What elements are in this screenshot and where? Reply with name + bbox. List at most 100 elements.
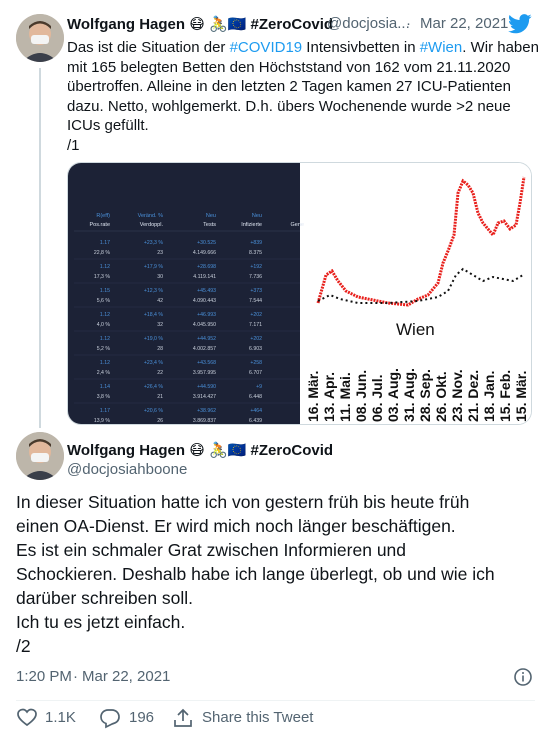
- chart-label: Wien: [396, 320, 435, 339]
- like-icon[interactable]: [16, 707, 38, 729]
- table-cell: 4.090.443: [193, 298, 216, 304]
- chart-red-trace: [316, 176, 526, 307]
- table-cell: +20,6 %: [144, 408, 164, 414]
- author-name[interactable]: Wolfgang Hagen 😷 🚴🇪🇺 #ZeroCovid: [67, 442, 334, 459]
- table-cell: 22,8 %: [94, 250, 111, 256]
- table-header: Infizierte: [241, 222, 262, 228]
- tweet-text: Das ist die Situation der #COVID19 Inten…: [67, 38, 539, 155]
- table-cell: +45.493: [197, 288, 216, 294]
- chart-date-label: 21. Dez.: [465, 370, 481, 422]
- text-line: /1: [67, 136, 80, 154]
- hashtag[interactable]: #COVID19: [229, 39, 303, 56]
- table-cell: 1.14: [100, 384, 110, 390]
- table-cell: +19,0 %: [144, 336, 164, 342]
- reply-count[interactable]: 196: [129, 709, 155, 726]
- share-label[interactable]: Share this Tweet: [202, 709, 314, 726]
- table-cell: 6.903: [249, 346, 262, 352]
- tweet-date[interactable]: Mar 22, 2021: [82, 668, 171, 685]
- chart-date-label: 18. Jan.: [481, 371, 497, 422]
- chart-date-label: 31. Aug.: [401, 368, 417, 422]
- table-header: Neu: [206, 213, 216, 219]
- author-handle[interactable]: @docjosiahboone: [67, 461, 188, 478]
- table-cell: 4.002.857: [193, 346, 216, 352]
- chart-date-label: 23. Nov.: [449, 369, 465, 422]
- table-header: Tests: [203, 222, 216, 228]
- table-cell: 1.17: [100, 240, 110, 246]
- chart-date-label: 06. Jul.: [369, 375, 385, 422]
- table-cell: 42: [157, 298, 163, 304]
- table-header: Gene: [291, 222, 304, 228]
- chart-date-label: 15. Feb.: [497, 370, 513, 422]
- tweet-date[interactable]: Mar 22, 2021: [420, 15, 509, 32]
- chart-date-label: 03. Aug.: [385, 368, 401, 422]
- table-cell: 7.171: [249, 322, 262, 328]
- chart-date-label: 11. Mai.: [337, 372, 353, 422]
- text-line: Ich tu es jetzt einfach.: [16, 612, 186, 632]
- chart-panel: [300, 163, 531, 424]
- table-cell: 13,9 %: [94, 418, 111, 424]
- table-cell: +258: [250, 360, 262, 366]
- table-header: R(eff): [96, 213, 110, 219]
- table-cell: +9: [256, 384, 262, 390]
- tweet-image[interactable]: R(eff) Pos.rate Veränd. % Verdoppl. Neu Tests…: [67, 162, 532, 425]
- table-cell: 3.869.837: [193, 418, 216, 424]
- avatar-image: [16, 432, 64, 480]
- avatar[interactable]: [16, 432, 64, 480]
- text-line: /2: [16, 636, 31, 656]
- table-cell: +839: [250, 240, 262, 246]
- table-cell: 17,3 %: [94, 274, 111, 280]
- info-icon[interactable]: [513, 667, 533, 687]
- divider: [16, 700, 535, 701]
- text-line: ICUs gefüllt.: [67, 117, 149, 134]
- table-cell: 5,2 %: [97, 346, 111, 352]
- text-line: mit 165 belegten Betten den Höchststand …: [67, 58, 511, 76]
- like-count[interactable]: 1.1K: [45, 709, 76, 726]
- table-cell: +18,4 %: [144, 312, 164, 318]
- twitter-logo[interactable]: [508, 13, 532, 35]
- table-header: Veränd. %: [138, 213, 163, 219]
- table-header: Verdoppl.: [140, 222, 164, 228]
- tweet-text: In dieser Situation hatte ich von gester…: [16, 490, 495, 658]
- chart-date-label: 28. Sep.: [417, 369, 433, 422]
- table-cell: 1.17: [100, 408, 110, 414]
- text-segment: . Wir haben: [462, 39, 539, 56]
- table-cell: 26: [157, 418, 163, 424]
- text-segment: Das ist die Situation der: [67, 39, 230, 56]
- table-cell: +43.568: [197, 360, 216, 366]
- table-cell: 1.12: [100, 360, 110, 366]
- table-cell: 3.914.427: [193, 394, 216, 400]
- table-cell: +23,4 %: [144, 360, 164, 366]
- table-cell: +38.962: [197, 408, 216, 414]
- avatar[interactable]: [16, 14, 64, 62]
- table-cell: 5,6 %: [97, 298, 111, 304]
- table-cell: +23,3 %: [144, 240, 164, 246]
- table-cell: +30.525: [197, 240, 216, 246]
- table-cell: 7.544: [249, 298, 262, 304]
- table-cell: 1.12: [100, 264, 110, 270]
- table-cell: 21: [157, 394, 163, 400]
- table-cell: +44.590: [197, 384, 216, 390]
- tweet-time[interactable]: 1:20 PM: [16, 668, 72, 685]
- table-cell: +26,4 %: [144, 384, 164, 390]
- reply-icon[interactable]: [99, 707, 121, 729]
- table-cell: +46.993: [197, 312, 216, 318]
- table-cell: +202: [250, 312, 262, 318]
- table-cell: +12,3 %: [144, 288, 164, 294]
- chart-date-label: 13. Apr.: [321, 372, 337, 422]
- table-cell: 6.448: [249, 394, 262, 400]
- table-cell: +192: [250, 264, 262, 270]
- share-icon[interactable]: [172, 707, 194, 729]
- chart-date-label: 26. Okt.: [433, 371, 449, 422]
- text-line: In dieser Situation hatte ich von gester…: [16, 492, 470, 512]
- hashtag[interactable]: #Wien: [419, 39, 463, 56]
- table-cell: 1.12: [100, 312, 110, 318]
- avatar-image: [16, 14, 64, 62]
- table-cell: +28.698: [197, 264, 216, 270]
- author-name[interactable]: Wolfgang Hagen 😷 🚴🇪🇺 #ZeroCovid: [67, 16, 334, 33]
- text-line: dazu. Netto, wohlgemerkt. D.h. übers Woc…: [67, 97, 511, 115]
- table-cell: 4.149.666: [193, 250, 216, 256]
- table-cell: 4,0 %: [97, 322, 111, 328]
- table-cell: 1.12: [100, 336, 110, 342]
- author-handle[interactable]: @docjosia...: [327, 15, 410, 32]
